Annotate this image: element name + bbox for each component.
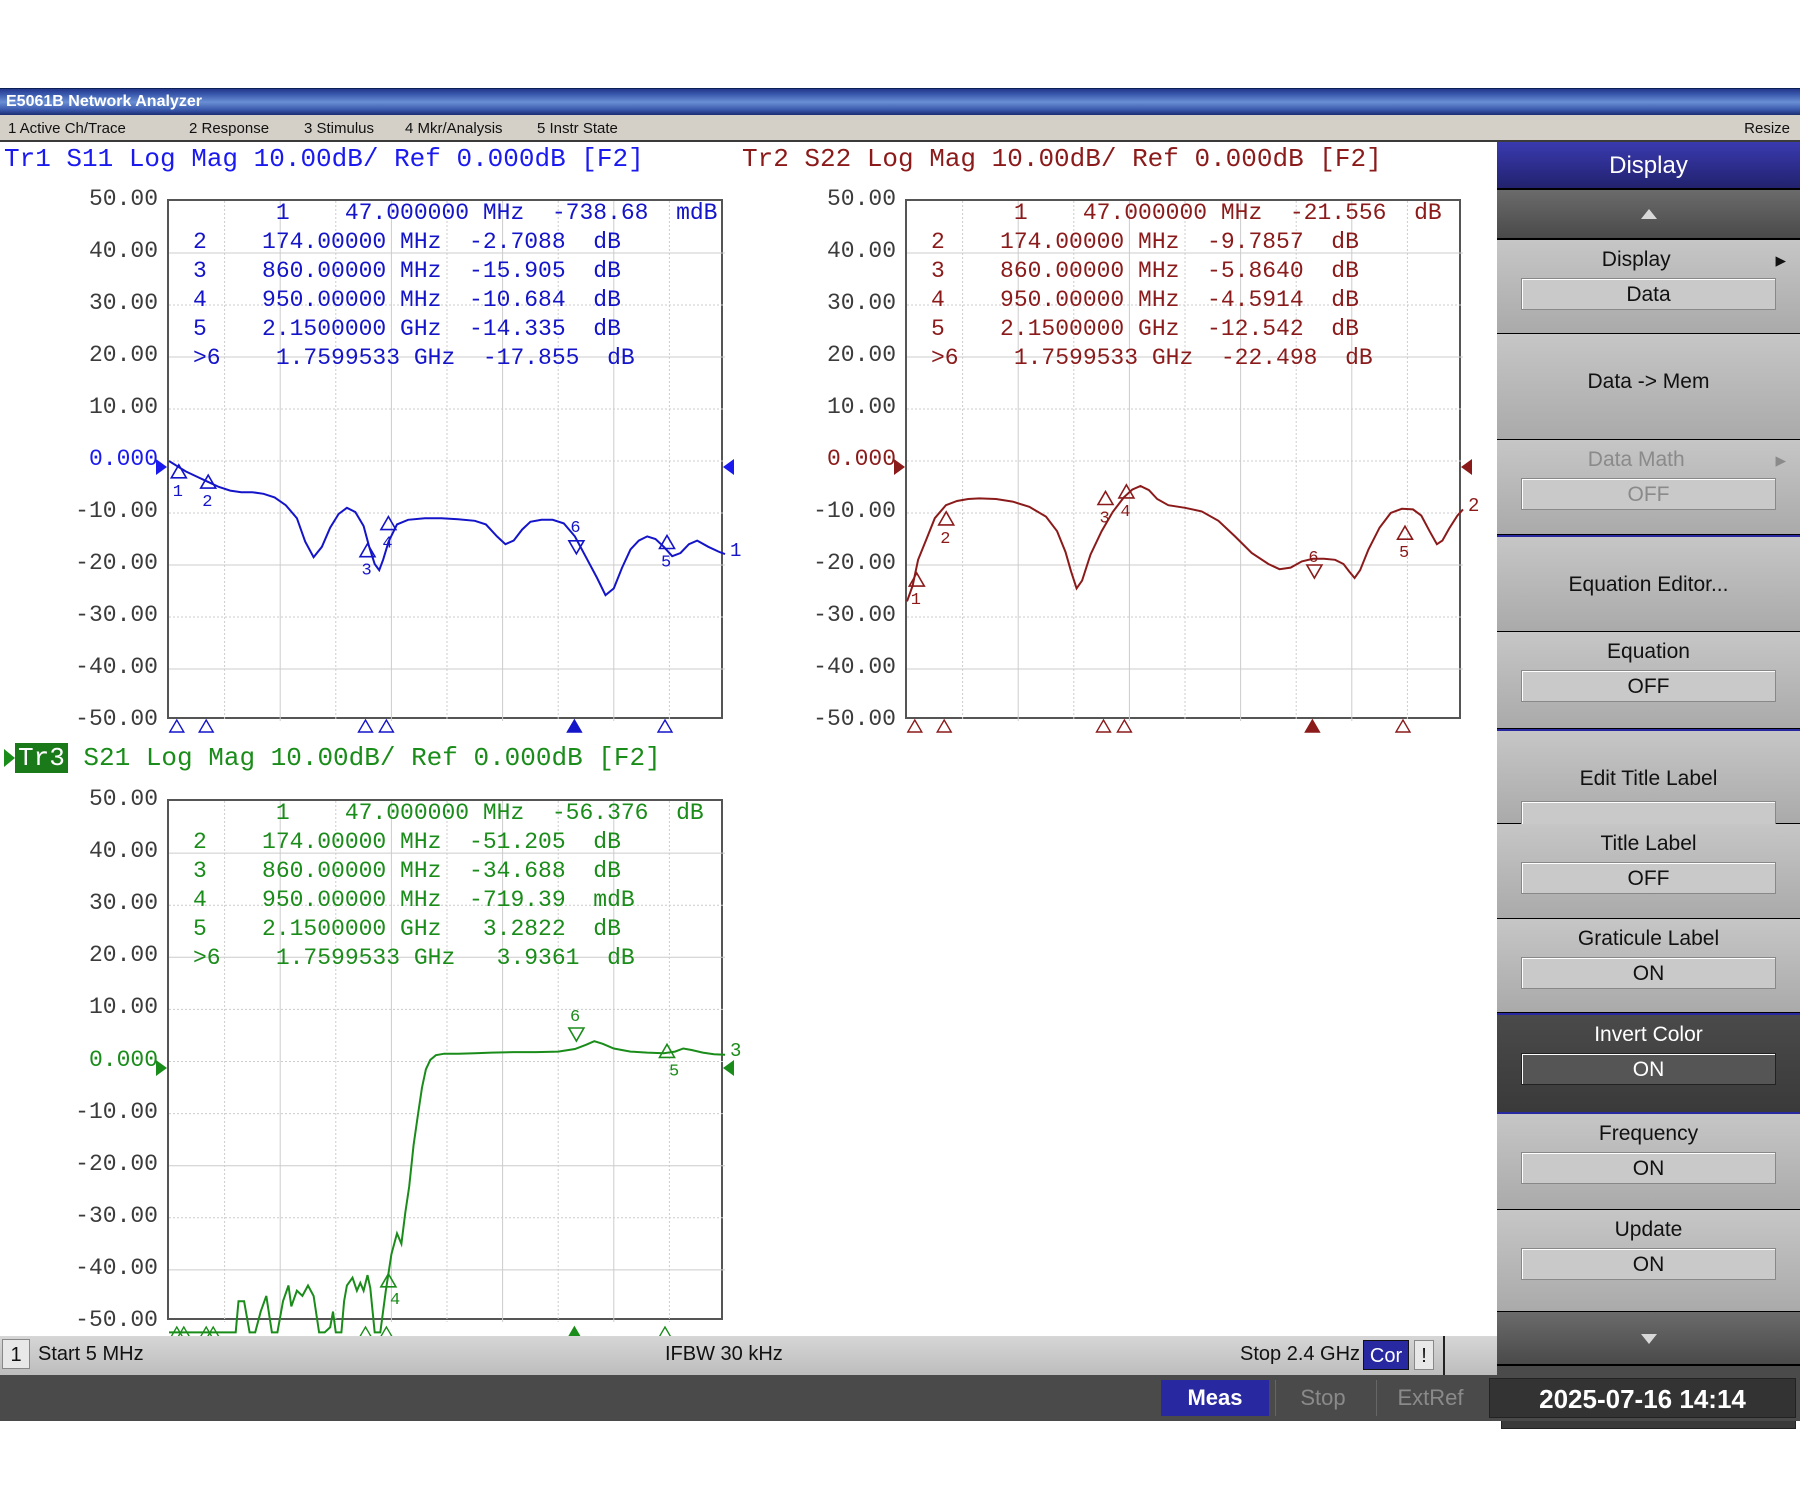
svg-text:6: 6: [570, 1008, 580, 1027]
svg-text:2: 2: [940, 530, 950, 549]
svg-text:1: 1: [173, 483, 183, 502]
svg-text:4: 4: [1120, 503, 1130, 522]
svg-text:4: 4: [390, 1291, 400, 1310]
svg-text:5: 5: [661, 554, 671, 573]
svg-text:5: 5: [669, 1062, 679, 1081]
svg-text:4: 4: [382, 535, 392, 554]
svg-text:6: 6: [570, 519, 580, 538]
svg-text:3: 3: [362, 562, 372, 581]
svg-text:5: 5: [1399, 544, 1409, 563]
svg-text:2: 2: [202, 493, 212, 512]
svg-text:6: 6: [1308, 549, 1318, 568]
svg-text:1: 1: [911, 591, 921, 610]
svg-text:3: 3: [1100, 510, 1110, 529]
